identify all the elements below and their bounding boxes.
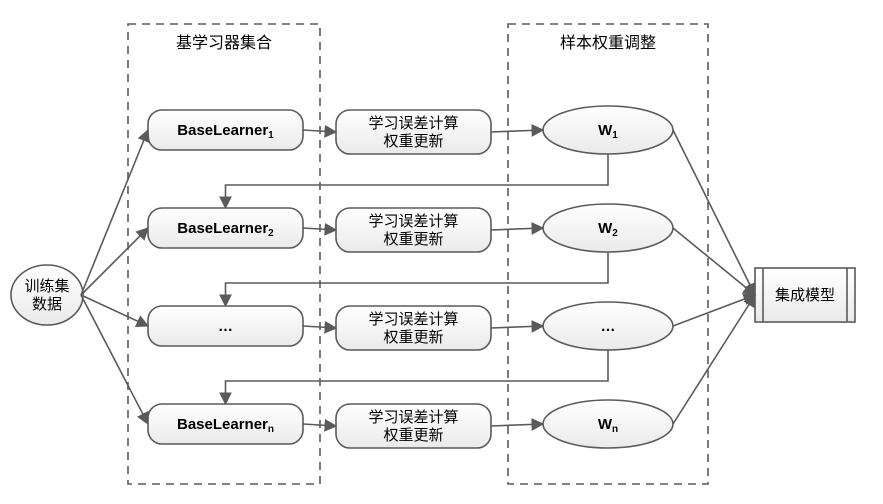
arrow-src-learner-1 bbox=[81, 228, 148, 295]
calc-line1-0: 学习误差计算 bbox=[368, 114, 458, 132]
source-label-1: 训练集 bbox=[24, 278, 69, 295]
source-label-2: 数据 bbox=[32, 296, 62, 313]
arrow-src-learner-0 bbox=[81, 130, 148, 295]
arrow-weight-output-0 bbox=[673, 130, 755, 295]
group-weights-title: 样本权重调整 bbox=[560, 34, 656, 52]
arrow-weight-output-2 bbox=[673, 295, 755, 326]
calc-line2-0: 权重更新 bbox=[383, 133, 443, 150]
arrow-calc-weight-3 bbox=[491, 424, 543, 426]
calc-line1-3: 学习误差计算 bbox=[368, 408, 458, 426]
arrow-weight-output-3 bbox=[673, 295, 755, 424]
arrow-calc-weight-1 bbox=[491, 228, 543, 230]
arrow-feedback-0 bbox=[226, 154, 609, 208]
calc-line2-1: 权重更新 bbox=[383, 231, 443, 248]
arrow-src-learner-3 bbox=[81, 295, 148, 424]
calc-line2-2: 权重更新 bbox=[383, 329, 443, 346]
learner-label-3: BaseLearnern bbox=[177, 416, 274, 435]
arrow-calc-weight-2 bbox=[491, 326, 543, 328]
learner-label-2: … bbox=[218, 318, 233, 335]
arrow-learner-calc-3 bbox=[303, 424, 336, 426]
learner-label-1: BaseLearner2 bbox=[177, 220, 274, 239]
arrow-calc-weight-0 bbox=[491, 130, 543, 132]
calc-line1-2: 学习误差计算 bbox=[368, 310, 458, 328]
weight-label-2: … bbox=[601, 318, 616, 335]
arrow-src-learner-2 bbox=[81, 295, 148, 326]
group-learners-title: 基学习器集合 bbox=[176, 34, 272, 52]
arrow-learner-calc-2 bbox=[303, 326, 336, 328]
calc-line1-1: 学习误差计算 bbox=[368, 212, 458, 230]
arrow-learner-calc-1 bbox=[303, 228, 336, 230]
arrow-learner-calc-0 bbox=[303, 130, 336, 132]
arrow-weight-output-1 bbox=[673, 228, 755, 295]
output-label: 集成模型 bbox=[775, 287, 835, 304]
calc-line2-3: 权重更新 bbox=[383, 427, 443, 444]
arrow-feedback-2 bbox=[226, 350, 609, 404]
arrow-feedback-1 bbox=[226, 252, 609, 306]
learner-label-0: BaseLearner1 bbox=[177, 122, 274, 141]
